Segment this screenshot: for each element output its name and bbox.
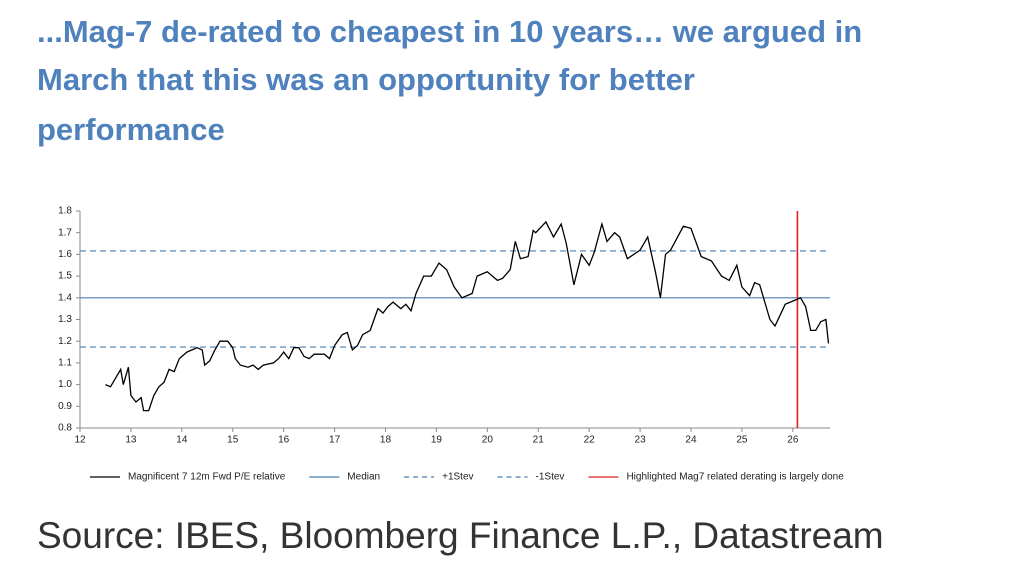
x-tick-label: 26 bbox=[787, 435, 799, 446]
x-tick-label: 19 bbox=[431, 435, 443, 446]
title-line: performance bbox=[37, 112, 225, 147]
x-tick-label: 14 bbox=[176, 435, 188, 446]
legend-label: Median bbox=[347, 472, 380, 483]
data-line bbox=[105, 220, 830, 412]
x-tick-label: 16 bbox=[278, 435, 290, 446]
title-line: ...Mag-7 de-rated to cheapest in 10 year… bbox=[37, 14, 862, 49]
x-tick-label: 15 bbox=[227, 435, 239, 446]
title-line: March that this was an opportunity for b… bbox=[37, 62, 695, 97]
x-tick-label: 24 bbox=[685, 435, 697, 446]
x-tick-label: 23 bbox=[635, 435, 647, 446]
x-tick-label: 21 bbox=[533, 435, 545, 446]
y-tick-label: 1.8 bbox=[58, 206, 72, 217]
y-tick-label: 0.8 bbox=[58, 423, 72, 434]
legend-label: -1Stev bbox=[536, 472, 565, 483]
y-tick-label: 1.0 bbox=[58, 379, 72, 390]
x-tick-label: 12 bbox=[74, 435, 86, 446]
source: Source: IBES, Bloomberg Finance L.P., Da… bbox=[37, 515, 884, 556]
legend-label: +1Stev bbox=[442, 472, 473, 483]
legend-label: Magnificent 7 12m Fwd P/E relative bbox=[128, 472, 286, 483]
y-tick-label: 1.7 bbox=[58, 227, 72, 238]
x-tick-label: 25 bbox=[736, 435, 748, 446]
x-tick-label: 13 bbox=[125, 435, 137, 446]
y-tick-label: 1.1 bbox=[58, 358, 72, 369]
x-tick-label: 17 bbox=[329, 435, 341, 446]
x-tick-label: 20 bbox=[482, 435, 494, 446]
y-tick-label: 1.6 bbox=[58, 249, 72, 260]
x-tick-label: 18 bbox=[380, 435, 392, 446]
x-tick-label: 22 bbox=[584, 435, 596, 446]
y-tick-label: 1.2 bbox=[58, 336, 72, 347]
legend-label: Highlighted Mag7 related derating is lar… bbox=[626, 472, 844, 483]
y-tick-label: 1.4 bbox=[58, 292, 72, 303]
y-tick-label: 1.5 bbox=[58, 271, 72, 282]
y-tick-label: 0.9 bbox=[58, 401, 72, 412]
y-tick-label: 1.3 bbox=[58, 314, 72, 325]
